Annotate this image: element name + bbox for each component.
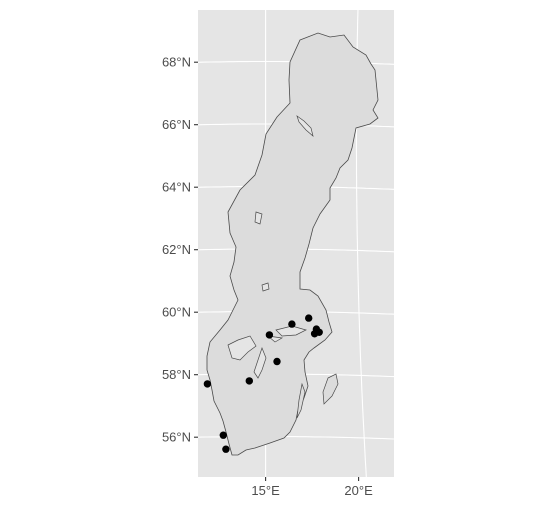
data-point [222,445,230,453]
lake-vanern [227,335,257,361]
data-point [245,377,253,385]
graticule-parallel [198,435,394,440]
data-point [265,331,274,339]
x-tick-label: 15°E [251,483,280,498]
data-point [310,330,319,338]
y-tick-label: 64°N [162,180,191,195]
x-axis: 15°E 20°E [251,477,373,498]
y-tick-label: 68°N [162,55,191,70]
lake-siljan [261,282,270,292]
y-tick-label: 56°N [162,430,191,445]
data-point [203,380,212,388]
graticule-meridian [447,0,474,511]
points-layer [203,314,323,453]
y-tick-label: 60°N [162,305,191,320]
island-gotland [322,373,339,405]
lakes [227,115,339,419]
data-point [273,357,281,366]
lake-tornetrask [296,115,314,137]
y-tick-label: 58°N [162,367,191,382]
lake-vattern [253,346,267,379]
y-axis: 68°N 66°N 64°N 62°N 60°N 58°N 56°N [162,55,198,445]
x-tick-label: 20°E [344,483,373,498]
y-tick-label: 66°N [162,117,191,132]
y-tick-label: 62°N [162,242,191,257]
data-point [288,320,296,328]
data-point [305,314,313,322]
island-oland [296,382,306,419]
data-point [219,431,227,439]
lake-storsjon [254,211,263,225]
